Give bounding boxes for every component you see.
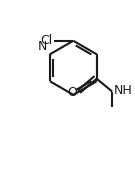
Text: N: N (38, 40, 47, 53)
Text: NH: NH (113, 84, 132, 97)
Text: O: O (68, 86, 77, 99)
Text: Cl: Cl (40, 34, 53, 47)
